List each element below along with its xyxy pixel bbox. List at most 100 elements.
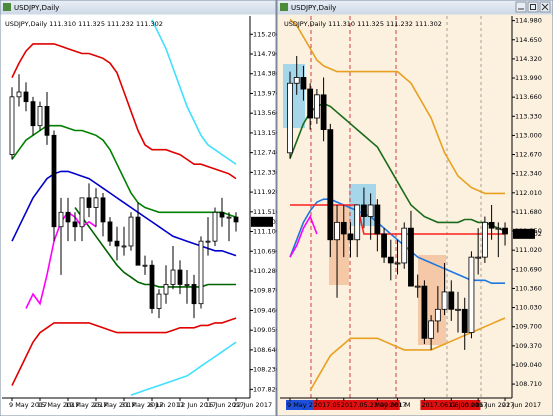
candle-body — [401, 227, 408, 264]
date-label-box — [286, 400, 327, 410]
candle-body — [212, 211, 218, 242]
date-label: 15 May 2017 — [37, 401, 79, 409]
date-label: 2017.06.06 00:00 — [421, 401, 479, 409]
window-title: USDJPY,Daily — [14, 4, 59, 12]
candle-body — [37, 106, 43, 127]
date-label: 16 Jun 2017 — [475, 401, 514, 409]
candle-body — [441, 291, 448, 310]
date-label: 9 May 2017 — [287, 401, 325, 409]
y-tick-label: 113.990 — [515, 74, 542, 82]
indicator-line — [74, 207, 236, 288]
date-label: 12 Jun 2017 — [448, 401, 487, 409]
last-price-label: 111.302 — [515, 230, 542, 238]
candle-body — [428, 320, 435, 339]
candle-body — [475, 256, 482, 259]
last-price-box — [251, 216, 273, 227]
candle-body — [114, 240, 120, 247]
date-label: 22 Jun 2017 — [233, 401, 272, 409]
y-tick-label: 109.040 — [515, 361, 542, 369]
candle-body — [327, 129, 334, 241]
y-tick-label: 113.660 — [515, 93, 542, 101]
y-tick-label: 109.050 — [253, 326, 280, 334]
candle-body — [9, 96, 15, 155]
indicator-line — [289, 214, 318, 258]
candle-body — [495, 227, 502, 230]
candle-body — [300, 77, 307, 90]
date-label: 31 M — [395, 401, 411, 409]
candle-body — [233, 216, 239, 223]
y-tick-label: 110.690 — [515, 265, 542, 273]
date-label: 9 May 2017 — [9, 401, 47, 409]
plot-area — [287, 18, 508, 391]
candle-body — [163, 284, 169, 295]
y-tick-label: 111.510 — [253, 208, 280, 216]
candle-body — [16, 91, 22, 98]
candle-body — [226, 216, 232, 219]
window-icon — [3, 3, 11, 11]
y-tick-label: 110.360 — [515, 284, 542, 292]
candle-body — [191, 284, 197, 305]
y-tick-label: 107.820 — [253, 385, 280, 393]
candle-body — [79, 197, 85, 228]
candle-body — [361, 204, 367, 217]
y-tick-label: 114.980 — [515, 17, 542, 25]
maximize-button[interactable] — [527, 1, 539, 13]
candle-body — [381, 233, 387, 258]
y-tick-label: 112.010 — [515, 189, 542, 197]
window-buttons — [515, 1, 551, 13]
candle-body — [219, 211, 225, 218]
candle-body — [414, 285, 421, 288]
candle-body — [177, 269, 183, 285]
title-bar — [277, 0, 553, 15]
candle-body — [205, 240, 211, 243]
y-tick-label: 114.380 — [253, 70, 280, 78]
y-tick-label: 111.020 — [515, 246, 542, 254]
date-label: 31 May 2017 — [121, 401, 163, 409]
y-tick-label: 113.150 — [253, 129, 280, 137]
candle-body — [320, 94, 327, 131]
plot-area — [9, 19, 239, 396]
y-tick-label: 108.640 — [253, 346, 280, 354]
candle-body — [184, 284, 190, 286]
indicator-line — [11, 317, 237, 386]
y-tick-label: 111.680 — [515, 208, 542, 216]
date-label: May 2017 — [374, 401, 406, 409]
y-tick-label: 109.460 — [253, 306, 280, 314]
candle-body — [387, 256, 394, 264]
y-tick-label: 109.370 — [515, 342, 542, 350]
date-label: 22 Jun 2017 — [502, 401, 541, 409]
y-tick-label: 113.330 — [515, 112, 542, 120]
chart-window: 115.200 114.790 114.380 113.970 113.560 113.1… — [2, 16, 280, 409]
date-label: 19 May 2017 — [65, 401, 107, 409]
y-tick-label: 109.700 — [515, 323, 542, 331]
candle-body — [293, 77, 300, 84]
candle-body — [149, 264, 155, 309]
y-tick-label: 114.320 — [515, 55, 542, 63]
indicator-line — [289, 18, 505, 195]
last-price-label: 111.302 — [253, 218, 280, 226]
candle-body — [313, 94, 320, 119]
y-tick-label: 114.790 — [253, 50, 280, 58]
candle-body — [65, 211, 71, 223]
indicator-line — [130, 341, 237, 396]
candle-body — [107, 221, 113, 242]
last-price-box — [513, 228, 535, 239]
y-tick-label: 113.000 — [515, 131, 542, 139]
y-tick-label: 111.920 — [253, 188, 280, 196]
candle-body — [461, 308, 468, 333]
chart-info: USDJPY,Daily 111.310 111.325 111.232 111… — [5, 20, 163, 28]
candle-body — [394, 262, 401, 265]
minimize-button[interactable] — [515, 1, 527, 13]
y-tick-label: 110.690 — [253, 247, 280, 255]
date-label-box — [339, 400, 400, 410]
y-tick-label: 115.200 — [253, 30, 280, 38]
candle-body — [100, 197, 106, 223]
title-bar — [0, 0, 276, 15]
date-label: 25 May 2017 — [93, 401, 135, 409]
y-tick-label: 110.280 — [253, 267, 280, 275]
candle-body — [156, 293, 162, 309]
candle-body — [30, 101, 36, 127]
y-tick-label: 108.710 — [515, 380, 542, 388]
candle-body — [468, 256, 475, 333]
